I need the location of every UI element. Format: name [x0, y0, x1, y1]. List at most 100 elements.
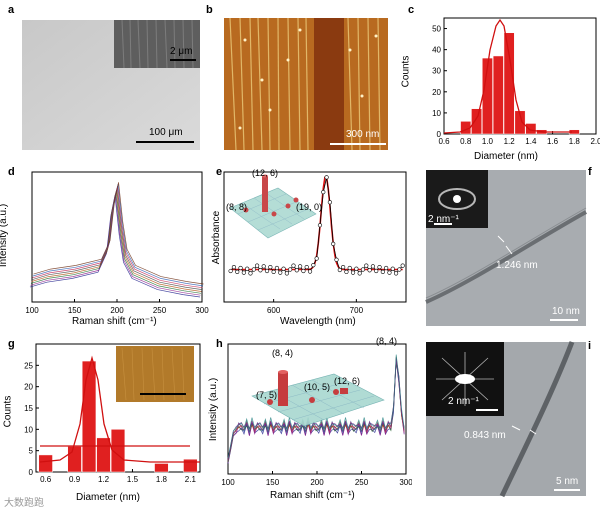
spectrum-line-h: [227, 357, 405, 461]
data-point-e: [334, 257, 339, 262]
xlabel-g: Diameter (nm): [76, 492, 140, 503]
x-tick-label-c: 1.4: [525, 137, 537, 146]
scale-label-f: 10 nm: [552, 306, 580, 317]
y-tick-label-c: 30: [432, 67, 441, 76]
y-tick-label-g: 10: [24, 425, 33, 434]
ann-h-8-4: (8, 4): [272, 348, 294, 358]
ann-h-8-4-peak: (8, 4): [376, 336, 398, 346]
data-point-e: [380, 269, 385, 274]
tem-image-f: [425, 170, 587, 326]
data-point-e: [254, 263, 260, 268]
raman-plot-d: 100 150 200 250 300: [25, 171, 209, 315]
xlabel-d: Raman shift (cm⁻¹): [72, 316, 157, 327]
data-point-e: [321, 189, 326, 195]
x-tick-label-c: 1.6: [547, 137, 559, 146]
fit-curve-c: [443, 18, 572, 134]
y-tick-label-c: 50: [432, 25, 441, 34]
x-tick-label-c: 0.6: [438, 137, 450, 146]
histogram-g: 0.6 0.9 1.2 1.5 1.8 2.1 0 5 10 15 20 25: [24, 343, 201, 484]
x-tick-label-h: 150: [266, 478, 280, 487]
data-point-e: [337, 267, 342, 273]
data-point-e: [354, 266, 359, 271]
spectrum-line-h: [227, 358, 405, 460]
bar-c: [525, 123, 537, 135]
y-tick-label-g: 5: [29, 447, 34, 456]
inset-scale-label-f: 2 nm⁻¹: [428, 214, 459, 225]
fit-curve-g: [39, 355, 200, 463]
panel-c: c 0.6 0.8 1.0 1.2 1.4 1.6 1.8 2.0 0 10 20 30 40 50 Co…: [400, 0, 600, 162]
x-tick-label-c: 1.0: [482, 137, 494, 146]
x-tick-label-h: 100: [221, 478, 235, 487]
ann-e-8-8: (8, 8): [226, 202, 248, 212]
data-point-e: [241, 270, 246, 275]
data-point-e: [311, 263, 316, 268]
x-tick-label-d: 100: [25, 306, 39, 315]
bar-g: [110, 429, 126, 473]
histogram-c: 0.6 0.8 1.0 1.2 1.4 1.6 1.8 2.0 0 10 20 30 40 50: [432, 17, 600, 146]
x-tick-label-c: 0.8: [460, 137, 472, 146]
xlabel-c: Diameter (nm): [474, 151, 538, 162]
x-tick-label-c: 1.2: [504, 137, 516, 146]
scale-label-i: 5 nm: [556, 476, 579, 487]
bar-g: [67, 446, 82, 473]
data-point-e: [317, 223, 323, 228]
spectrum-line-d: [30, 193, 201, 296]
data-point-e: [341, 264, 346, 270]
data-point-e: [387, 270, 392, 275]
panel-i: i 2 nm⁻¹ 0.843 nm 5 nm: [412, 334, 600, 504]
data-point-e: [268, 265, 273, 270]
data-point-e: [288, 267, 293, 272]
x-tick-label-e: 700: [350, 306, 364, 315]
panel-h: h 100 150 200 250 300 (8, 4) (7, 5) (10, 5) …: [208, 334, 412, 504]
panel-label-c: c: [408, 4, 415, 16]
scale-label-a: 100 μm: [149, 127, 183, 138]
data-point-e: [393, 271, 399, 276]
panel-label-f: f: [588, 166, 592, 178]
data-point-e: [258, 268, 263, 273]
data-point-e: [274, 265, 280, 271]
bar-g: [96, 437, 111, 473]
x-tick-label-g: 1.5: [127, 475, 139, 484]
panel-label-a: a: [8, 4, 15, 16]
panel-e: e 600 700 (12, 6) (8, 8) (19, 0) Absorban…: [211, 162, 412, 330]
spectrum-line-h: [227, 360, 405, 463]
panel-label-b: b: [206, 4, 213, 16]
watermark: 大数跑跑: [4, 498, 44, 509]
data-point-e: [360, 267, 366, 272]
x-tick-label-d: 300: [195, 306, 209, 315]
bar-c: [492, 55, 504, 135]
spectrum-line-d: [29, 195, 201, 298]
y-tick-label-c: 0: [437, 130, 442, 139]
data-point-e: [284, 271, 289, 276]
scale-label-b: 300 nm: [346, 129, 380, 140]
data-point-e: [271, 269, 276, 274]
data-point-e: [390, 266, 395, 271]
panel-g: g 0.6 0.9 1.2 1.5 1.8 2.1 0 5 10 15 20 25 Counts Di…: [0, 334, 212, 504]
data-point-e: [370, 264, 376, 269]
data-point-e: [307, 269, 313, 274]
y-tick-label-c: 10: [432, 109, 441, 118]
data-point-e: [384, 265, 389, 271]
x-tick-label-g: 1.2: [98, 475, 110, 484]
panel-label-e: e: [216, 166, 223, 178]
inset-scale-label-i: 2 nm⁻¹: [448, 396, 479, 407]
data-point-e: [350, 270, 356, 275]
ann-h-10-5: (10, 5): [304, 382, 331, 392]
bar-c: [514, 110, 526, 135]
ylabel-c: Counts: [400, 55, 412, 88]
data-point-e: [314, 256, 319, 261]
afm-image-b: [224, 17, 388, 151]
y-tick-label-c: 20: [432, 88, 441, 97]
data-point-e: [231, 265, 237, 270]
x-tick-label-g: 2.1: [185, 475, 197, 484]
data-point-e: [235, 269, 240, 274]
panel-label-h: h: [216, 338, 223, 350]
y-tick-label-g: 20: [24, 383, 33, 392]
data-point-e: [248, 271, 253, 276]
x-tick-label-g: 0.9: [69, 475, 81, 484]
ann-h-7-5: (7, 5): [256, 390, 278, 400]
data-point-e: [278, 270, 283, 275]
panel-label-i: i: [588, 340, 592, 352]
ylabel-d: Intensity (a.u.): [0, 203, 10, 268]
lattice-illustration-e: [229, 174, 317, 239]
